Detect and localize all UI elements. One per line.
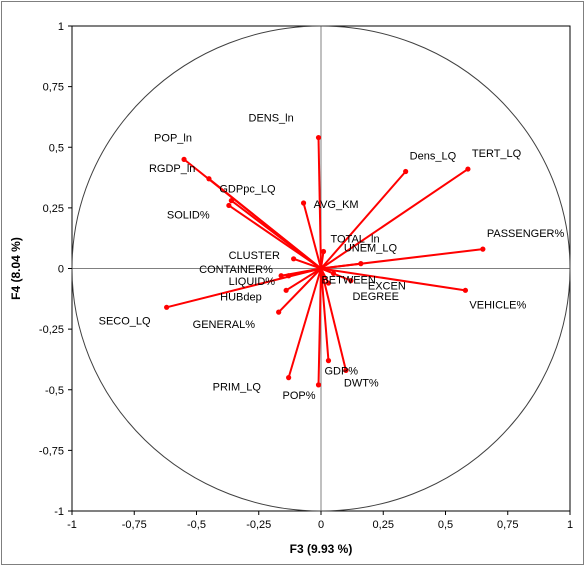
vector-unem-lq — [320, 262, 361, 270]
y-tick-label: 0,5 — [49, 142, 64, 154]
point-seco-lq — [164, 304, 170, 310]
x-tick-label: 0 — [318, 519, 324, 531]
point-dens-lq — [403, 168, 409, 175]
x-tick-label: 0,75 — [497, 519, 518, 531]
vector-gdppc-lq — [230, 199, 322, 270]
vector-tert-lq — [320, 168, 469, 270]
label-dens-ln: DENS_ln — [249, 113, 294, 125]
y-tick-label: 1 — [58, 21, 64, 33]
label-prim-lq: PRIM_LQ — [213, 382, 262, 394]
x-tick-label: -1 — [67, 519, 77, 531]
x-tick-label: 1 — [567, 519, 573, 531]
point-excen — [348, 278, 354, 284]
vector-seco-lq — [166, 267, 322, 309]
vector-prim-lq — [287, 268, 322, 378]
point-dens-ln — [315, 134, 322, 141]
label-rgdp-ln: RGDP_ln — [149, 163, 195, 175]
point-vehicle — [462, 287, 469, 293]
label-gdppc-lq: GDPpc_LQ — [219, 184, 276, 196]
vector-hubdep — [285, 267, 322, 292]
label-solid: SOLID% — [167, 209, 210, 221]
label-seco-lq: SECO_LQ — [99, 315, 151, 327]
point-rgdp-ln — [206, 176, 212, 182]
vector-pop — [317, 268, 322, 385]
x-axis-title: F3 (9.93 %) — [290, 542, 353, 556]
vector-dens-lq — [320, 170, 407, 270]
vector-avg-km — [302, 202, 322, 269]
x-tick-label: -0,75 — [122, 519, 147, 531]
label-dwt: DWT% — [344, 377, 379, 389]
point-solid — [226, 202, 232, 209]
point-cluster — [291, 256, 297, 262]
point-total-ln — [320, 248, 327, 255]
point-dwt — [343, 367, 349, 373]
vector-gdp — [320, 268, 330, 361]
vector-vehicle — [320, 267, 466, 292]
label-cluster: CLUSTER — [229, 250, 280, 262]
label-container: CONTAINER% — [199, 264, 273, 276]
vector-general — [277, 267, 322, 313]
point-avg-km — [300, 200, 307, 206]
label-passenger: PASSENGER% — [487, 228, 565, 240]
y-tick-label: -1 — [54, 506, 64, 518]
label-tert-lq: TERT_LQ — [472, 148, 522, 160]
label-pop-ln: POP_ln — [154, 132, 192, 144]
label-unem-lq: UNEM_LQ — [344, 243, 398, 255]
point-tert-lq — [465, 166, 471, 172]
label-hubdep: HUBdep — [220, 291, 262, 303]
y-tick-label: 0 — [58, 264, 64, 276]
point-general — [276, 309, 282, 315]
label-excen: EXCEN — [368, 281, 406, 293]
label-pop: POP% — [283, 390, 316, 402]
label-general: GENERAL% — [193, 319, 256, 331]
vector-dwt — [320, 268, 347, 371]
point-prim-lq — [286, 375, 292, 381]
vector-total-ln — [320, 251, 325, 269]
x-tick-label: -0,25 — [246, 519, 271, 531]
vector-excen — [320, 267, 352, 282]
y-tick-label: -0,75 — [39, 445, 64, 457]
vector-dens-ln — [317, 137, 322, 269]
x-tick-label: 0,25 — [373, 519, 394, 531]
point-passenger — [480, 246, 486, 252]
y-tick-label: 0,75 — [43, 82, 64, 94]
y-axis-title: F4 (8.04 %) — [9, 237, 23, 300]
label-gdp: GDP% — [324, 366, 358, 378]
label-between: BETWEEN — [321, 274, 375, 286]
label-avg-km: AVG_KM — [314, 199, 359, 211]
y-tick-label: 0,25 — [43, 203, 64, 215]
point-unem-lq — [358, 261, 364, 267]
label-dens-lq: Dens_LQ — [410, 151, 457, 163]
y-tick-label: -0,25 — [39, 324, 64, 336]
vector-cluster — [293, 257, 322, 270]
point-gdppc-lq — [228, 198, 234, 204]
point-container — [278, 273, 284, 279]
label-total-ln: TOTAL_ln — [330, 234, 379, 246]
point-hubdep — [283, 287, 289, 293]
point-degree — [325, 280, 332, 286]
label-degree: DEGREE — [352, 291, 398, 303]
point-gdp — [325, 358, 332, 364]
point-pop — [315, 382, 322, 388]
label-vehicle: VEHICLE% — [469, 299, 526, 311]
point-pop-ln — [181, 156, 187, 162]
x-tick-label: -0,5 — [187, 519, 206, 531]
label-liquid: LIQUID% — [229, 276, 276, 288]
x-tick-label: 0,5 — [438, 519, 453, 531]
y-tick-label: -0,5 — [45, 385, 64, 397]
